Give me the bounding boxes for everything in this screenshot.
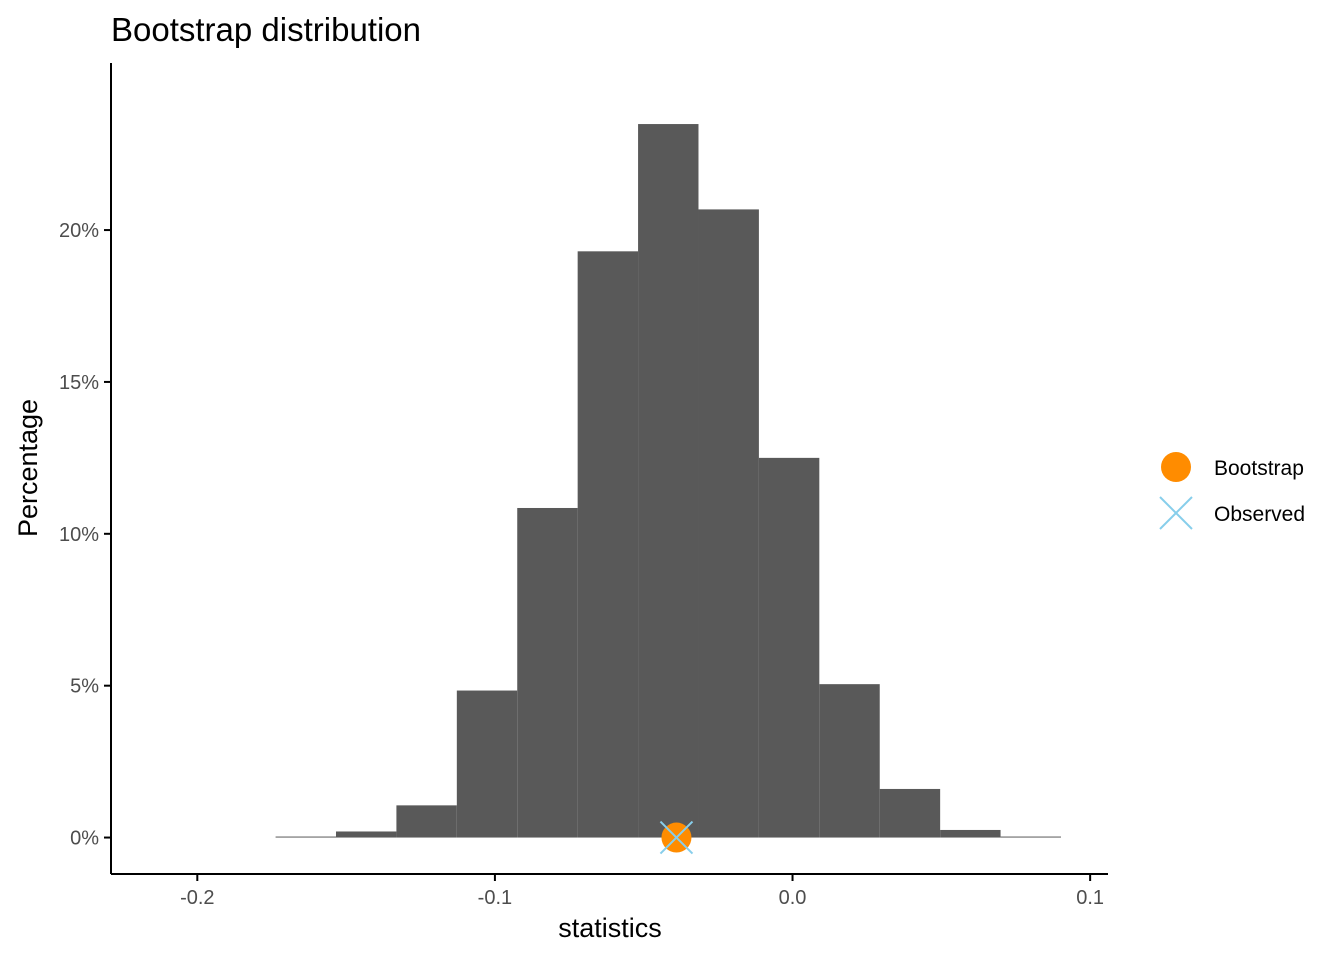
y-axis: 0% 5% 10% 15% 20% bbox=[59, 63, 112, 874]
x-tick-label: -0.1 bbox=[478, 887, 512, 909]
y-axis-title: Percentage bbox=[13, 399, 43, 537]
histogram-bar-9 bbox=[819, 684, 880, 838]
histogram-bar-12 bbox=[1000, 836, 1061, 838]
histogram-bar-0 bbox=[275, 836, 336, 838]
histogram-bar-1 bbox=[335, 831, 397, 838]
y-tick-label: 20% bbox=[59, 220, 99, 242]
histogram-bar-6 bbox=[638, 124, 699, 838]
chart-title: Bootstrap distribution bbox=[111, 11, 421, 48]
x-axis-ticks: -0.2 -0.1 0.0 0.1 bbox=[180, 874, 1104, 909]
x-axis-title: statistics bbox=[558, 913, 662, 943]
y-tick-label: 5% bbox=[70, 676, 99, 698]
histogram-bar-11 bbox=[940, 829, 1001, 838]
y-tick-label: 0% bbox=[70, 828, 99, 850]
legend-key-circle bbox=[1161, 452, 1191, 482]
y-tick-label: 10% bbox=[59, 524, 99, 546]
histogram-bar-3 bbox=[456, 690, 518, 838]
legend-item-observed: Observed bbox=[1159, 496, 1305, 530]
x-tick-label: -0.2 bbox=[180, 887, 214, 909]
histogram-bars bbox=[275, 124, 1061, 838]
legend-label: Observed bbox=[1214, 503, 1305, 526]
legend-label: Bootstrap bbox=[1214, 457, 1304, 480]
histogram-bar-5 bbox=[577, 251, 639, 838]
legend-key-x bbox=[1159, 496, 1193, 530]
plot-area bbox=[275, 124, 1061, 855]
histogram-bar-4 bbox=[517, 507, 578, 838]
observed-points bbox=[659, 820, 694, 855]
x-tick-label: 0.1 bbox=[1076, 887, 1104, 909]
y-tick-label: 15% bbox=[59, 372, 99, 394]
histogram-bar-2 bbox=[396, 805, 457, 838]
histogram-bar-10 bbox=[879, 788, 941, 838]
observed-point bbox=[659, 820, 694, 855]
y-axis-ticks: 0% 5% 10% 15% 20% bbox=[59, 220, 111, 850]
x-axis: -0.2 -0.1 0.0 0.1 bbox=[111, 873, 1108, 909]
legend-item-bootstrap: Bootstrap bbox=[1161, 452, 1304, 482]
histogram-bar-8 bbox=[758, 457, 820, 838]
x-tick-label: 0.0 bbox=[779, 887, 807, 909]
legend: Bootstrap Observed bbox=[1159, 452, 1305, 530]
histogram-bar-7 bbox=[698, 209, 759, 838]
